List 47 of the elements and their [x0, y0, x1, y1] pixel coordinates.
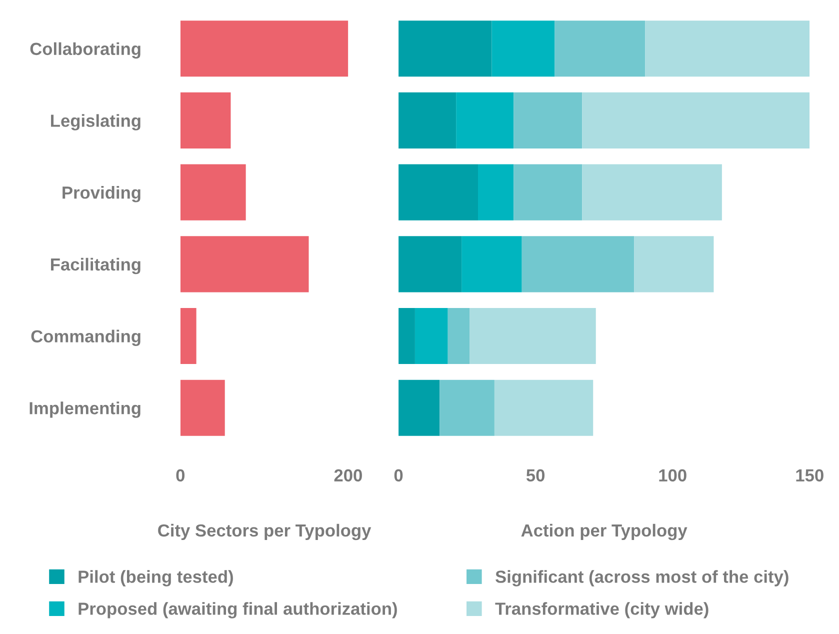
y-tick-label: Facilitating: [51, 258, 140, 274]
bar: [180, 308, 196, 364]
bar: [180, 380, 225, 436]
legend-label: Proposed (awaiting final authorization): [78, 602, 397, 618]
bar: [398, 380, 440, 436]
legend-label: Pilot (being tested): [78, 570, 233, 586]
bar: [180, 164, 246, 220]
legend-label: Transformative (city wide): [495, 602, 708, 618]
bar: [414, 308, 448, 364]
x-tick-label: 50: [526, 469, 545, 482]
bar: [554, 20, 646, 77]
x-axis-title: Action per Typology: [521, 524, 688, 540]
bar: [398, 164, 478, 220]
x-tick-label: 0: [176, 469, 184, 482]
bar: [456, 92, 514, 148]
x-tick-label: 150: [796, 469, 824, 482]
bar: [470, 308, 596, 364]
bar: [180, 20, 348, 77]
bar: [645, 20, 810, 77]
bar: [634, 236, 714, 292]
bar: [494, 380, 594, 436]
bar: [582, 164, 722, 220]
y-tick-label: Legislating: [51, 114, 140, 130]
y-tick-label: Providing: [62, 186, 140, 202]
bar: [398, 20, 492, 77]
legend-label: Significant (across most of the city): [496, 570, 788, 586]
bar: [514, 164, 582, 220]
x-tick-label: 0: [394, 469, 403, 482]
bar: [398, 236, 462, 292]
bar: [478, 164, 514, 220]
y-tick-label: Implementing: [30, 402, 140, 418]
bar: [514, 92, 582, 148]
y-tick-label: Collaborating: [30, 42, 140, 59]
x-tick-label: 100: [659, 469, 686, 482]
bar: [582, 92, 810, 148]
x-axis-title: City Sectors per Typology: [158, 524, 372, 540]
bar: [398, 92, 456, 148]
bar: [180, 236, 309, 292]
bar: [440, 380, 494, 436]
bar: [180, 92, 231, 148]
x-tick-label: 200: [334, 469, 362, 482]
y-tick-label: Commanding: [31, 330, 140, 346]
bar: [492, 20, 555, 77]
bar: [462, 236, 522, 292]
bar: [448, 308, 470, 364]
bar: [522, 236, 634, 292]
bar: [398, 308, 415, 364]
